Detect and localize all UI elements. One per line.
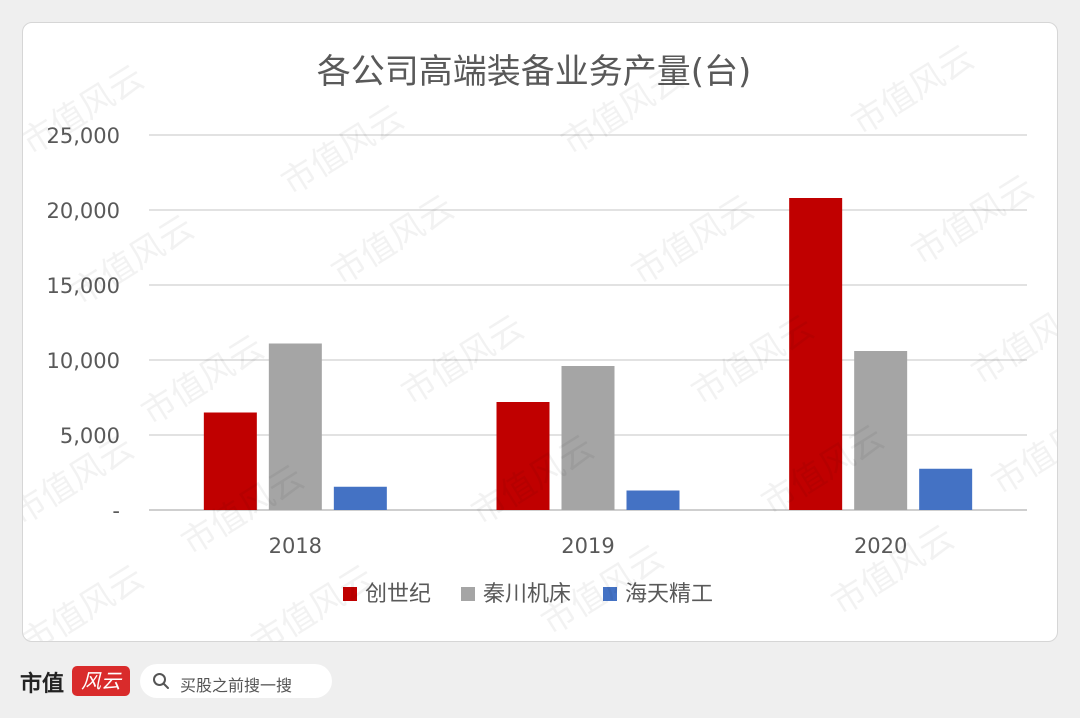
legend-swatch <box>343 587 357 601</box>
legend-swatch <box>461 587 475 601</box>
y-tick-label: 10,000 <box>47 349 120 373</box>
y-tick-label: - <box>112 499 120 523</box>
legend-label: 创世纪 <box>365 582 431 607</box>
search-bar[interactable]: 买股之前搜一搜 <box>140 664 332 698</box>
bar <box>789 198 843 510</box>
bar <box>854 351 908 510</box>
bar <box>561 366 615 510</box>
bar <box>203 412 257 510</box>
x-tick-label: 2019 <box>561 534 614 558</box>
brand-logo-badge: 风云 <box>72 666 130 696</box>
legend-label: 秦川机床 <box>483 582 571 607</box>
bar <box>333 486 387 510</box>
bar <box>919 468 973 510</box>
y-tick-label: 5,000 <box>60 424 120 448</box>
legend-swatch <box>603 587 617 601</box>
bar <box>496 402 550 510</box>
legend-label: 海天精工 <box>625 582 713 607</box>
chart-card: 各公司高端装备业务产量(台) - 5,000 10,000 15,000 20,000 2… <box>22 22 1058 642</box>
chart-title: 各公司高端装备业务产量(台) <box>317 52 752 92</box>
bar <box>268 343 322 510</box>
x-tick-label: 2018 <box>269 534 322 558</box>
footer: 市值 风云 买股之前搜一搜 <box>0 646 1080 718</box>
y-tick-label: 20,000 <box>47 199 120 223</box>
brand-logo-text: 市值 <box>20 671 65 697</box>
bar-chart: 各公司高端装备业务产量(台) - 5,000 10,000 15,000 20,000 2… <box>47 52 1027 607</box>
x-tick-label: 2020 <box>854 534 907 558</box>
search-placeholder: 买股之前搜一搜 <box>180 676 293 695</box>
search-icon <box>153 673 169 689</box>
y-tick-label: 25,000 <box>47 124 120 148</box>
y-tick-label: 15,000 <box>47 274 120 298</box>
bar <box>626 490 680 510</box>
